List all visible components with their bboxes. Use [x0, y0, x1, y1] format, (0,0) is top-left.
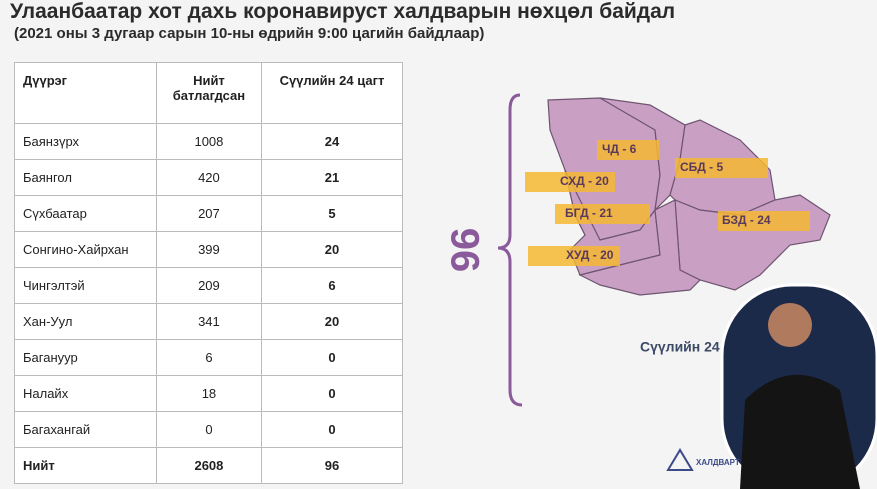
table-cell: 18	[155, 375, 262, 412]
table-row: Баянзүрх 1008 24	[14, 123, 404, 160]
district-label: СХД - 20	[560, 174, 609, 188]
table-cell: 20	[260, 303, 404, 340]
table-cell: Баянзүрх	[14, 123, 157, 160]
title: Улаанбаатар хот дахь коронавируст халдва…	[10, 0, 676, 23]
column-header: Дүүрэг	[14, 62, 157, 124]
column-header: Нийт батлагдсан	[155, 62, 262, 124]
table-cell: 0	[260, 411, 404, 448]
table-cell: 2608	[155, 447, 262, 484]
total-number: 96	[442, 228, 486, 273]
table-cell: Чингэлтэй	[14, 267, 157, 304]
table-cell: Багахангай	[14, 411, 157, 448]
table-row: Нийт 2608 96	[14, 447, 404, 484]
table-row: Баянгол 420 21	[14, 159, 404, 196]
table-cell: Баянгол	[14, 159, 157, 196]
table-cell: Багануур	[14, 339, 157, 376]
table-row: Сонгино-Хайрхан 399 20	[14, 231, 404, 268]
table-cell: 24	[260, 123, 404, 160]
table-cell: 420	[155, 159, 262, 196]
table-row: Хан-Уул 341 20	[14, 303, 404, 340]
district-label: ХУД - 20	[566, 248, 614, 262]
logo-text: ХАЛДВАРТ	[696, 458, 740, 467]
table-cell: 96	[260, 447, 404, 484]
table-cell: 0	[260, 375, 404, 412]
table-row: Сүхбаатар 207 5	[14, 195, 404, 232]
brace	[497, 93, 523, 407]
table-cell: 20	[260, 231, 404, 268]
table-row: Чингэлтэй 209 6	[14, 267, 404, 304]
table-cell: Сүхбаатар	[14, 195, 157, 232]
table-cell: 207	[155, 195, 262, 232]
district-label: ЧД - 6	[602, 142, 637, 156]
table-cell: 5	[260, 195, 404, 232]
table-cell: 6	[155, 339, 262, 376]
district-label: БЗД - 24	[722, 213, 771, 227]
table-cell: 209	[155, 267, 262, 304]
table-cell: Хан-Уул	[14, 303, 157, 340]
district-label: СБД - 5	[680, 160, 724, 174]
video-inset	[720, 283, 877, 489]
district-label: БГД - 21	[565, 206, 613, 220]
map-labels	[525, 140, 810, 266]
table-cell: 21	[260, 159, 404, 196]
subtitle: (2021 оны 3 дугаар сарын 10-ны өдрийн 9:…	[14, 25, 485, 42]
table-row: Налайх 18 0	[14, 375, 404, 412]
column-header: Сүүлийн 24 цагт	[260, 62, 404, 124]
table-row: Багануур 6 0	[14, 339, 404, 376]
data-table: Дүүрэг Нийт батлагдсан Сүүлийн 24 цагт Баян…	[14, 62, 404, 484]
table-cell: 1008	[155, 123, 262, 160]
table-cell: Нийт	[14, 447, 157, 484]
table-cell: 0	[155, 411, 262, 448]
table-cell: Налайх	[14, 375, 157, 412]
table-row: Багахангай 0 0	[14, 411, 404, 448]
table-cell: 0	[260, 339, 404, 376]
table-cell: 341	[155, 303, 262, 340]
table-cell: 399	[155, 231, 262, 268]
table-cell: 6	[260, 267, 404, 304]
district-map	[547, 97, 831, 296]
map-caption: Сүүлийн 24	[640, 339, 720, 355]
table-cell: Сонгино-Хайрхан	[14, 231, 157, 268]
